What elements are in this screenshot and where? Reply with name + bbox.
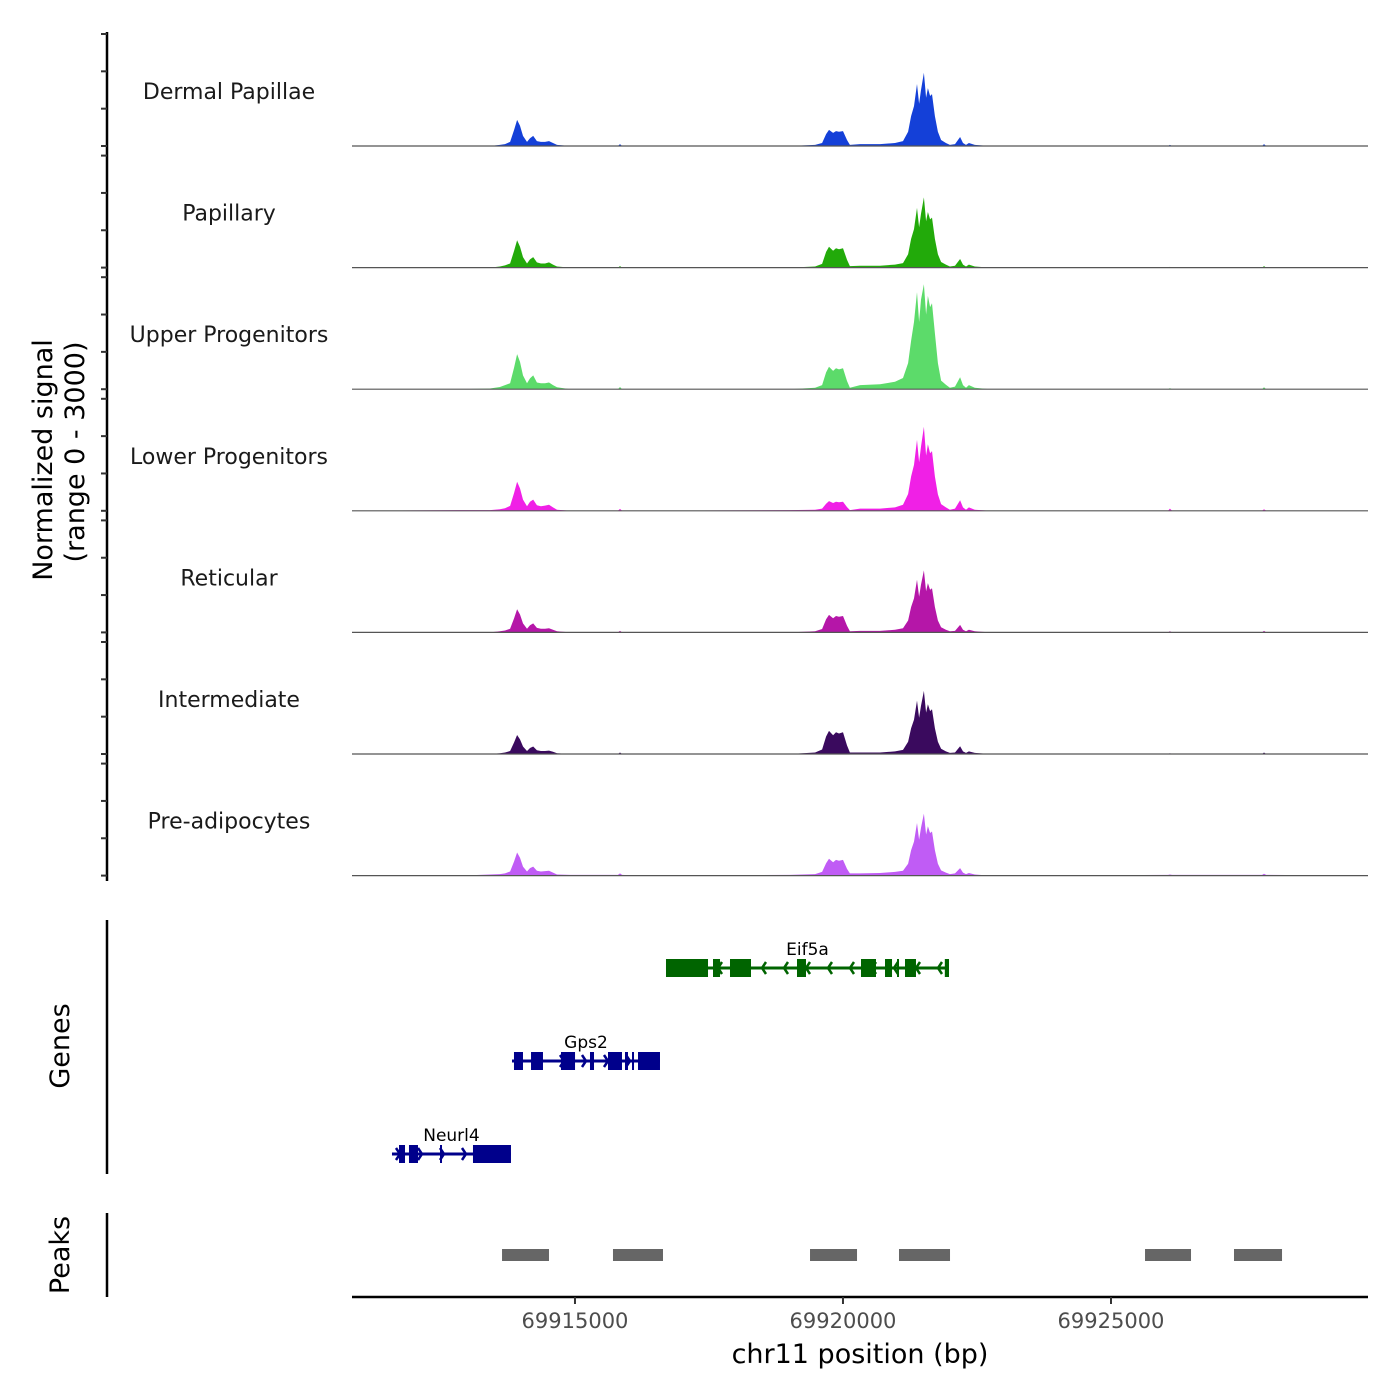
genes-panel-label: Genes	[45, 1003, 76, 1088]
track-label: Pre-adipocytes	[148, 810, 311, 835]
genes-panel: Eif5a Gps2 Neurl4	[391, 940, 950, 1163]
signal-area	[352, 426, 1368, 511]
gene-exon	[589, 1052, 595, 1070]
gene-exon	[472, 1145, 511, 1163]
gene-exon	[607, 1052, 622, 1070]
gene-label: Gps2	[564, 1033, 608, 1053]
peak-region	[1145, 1249, 1192, 1261]
gene-exon	[408, 1145, 418, 1163]
track-label: Lower Progenitors	[130, 445, 328, 470]
y-axis-title-line-2: (range 0 - 3000)	[60, 342, 91, 563]
track-label: Dermal Papillae	[143, 80, 315, 105]
signal-area	[352, 72, 1368, 146]
gene-exon	[897, 959, 900, 977]
strand-arrow-icon	[936, 961, 944, 975]
gene-exon	[904, 959, 916, 977]
gene-neurl4: Neurl4	[391, 1126, 511, 1163]
gene-exon	[713, 959, 721, 977]
track-intermediate: Intermediate	[158, 688, 1368, 755]
track-reticular: Reticular	[180, 566, 1368, 634]
strand-arrow-icon	[892, 961, 900, 975]
strand-arrow-icon	[460, 1147, 468, 1161]
peak-region	[810, 1249, 858, 1261]
strand-arrow-icon	[848, 961, 856, 975]
signal-area	[352, 197, 1368, 268]
signal-area	[352, 690, 1368, 754]
track-label: Papillary	[182, 202, 276, 227]
signal-tracks: Dermal Papillae Papillary Upper Progenitor…	[130, 72, 1368, 877]
track-label: Intermediate	[158, 688, 300, 713]
peak-region	[1233, 1249, 1283, 1261]
gene-exon	[399, 1145, 406, 1163]
track-papillary: Papillary	[182, 197, 1368, 269]
gene-exon	[638, 1052, 660, 1070]
x-axis-ticks: 69915000 69920000 69925000	[522, 1297, 1165, 1333]
gene-exon	[624, 1052, 628, 1070]
gene-eif5a: Eif5a	[665, 940, 950, 977]
strand-arrow-icon	[760, 961, 768, 975]
gene-exon	[440, 1145, 443, 1163]
peak-region	[612, 1249, 663, 1261]
x-tick-label: 69925000	[1058, 1309, 1165, 1333]
gene-label: Neurl4	[423, 1126, 479, 1146]
gene-exon	[796, 959, 806, 977]
peaks-panel	[502, 1249, 1283, 1261]
x-axis-title: chr11 position (bp)	[732, 1339, 989, 1370]
track-pre-adipocytes: Pre-adipocytes	[148, 810, 1368, 877]
y-axis-title-line-1: Normalized signal	[28, 339, 59, 581]
gene-exon	[513, 1052, 523, 1070]
y-axis-ticks	[101, 33, 107, 877]
gene-exon	[860, 959, 876, 977]
strand-arrow-icon	[416, 1147, 424, 1161]
gene-exon	[944, 959, 950, 977]
peak-region	[898, 1249, 951, 1261]
signal-area	[352, 284, 1368, 390]
gene-label: Eif5a	[786, 940, 829, 960]
signal-area	[352, 570, 1368, 633]
x-tick-label: 69920000	[790, 1309, 897, 1333]
gene-exon	[885, 959, 893, 977]
gene-exon	[632, 1052, 635, 1070]
gene-exon	[560, 1052, 576, 1070]
gene-exon	[665, 959, 709, 977]
gene-exon	[531, 1052, 543, 1070]
track-label: Reticular	[180, 566, 278, 591]
signal-area	[352, 813, 1368, 876]
x-tick-label: 69915000	[522, 1309, 629, 1333]
peaks-panel-label: Peaks	[45, 1216, 76, 1294]
peak-region	[502, 1249, 549, 1261]
gene-gps2: Gps2	[511, 1033, 660, 1070]
track-label: Upper Progenitors	[130, 323, 329, 348]
strand-arrow-icon	[782, 961, 790, 975]
strand-arrow-icon	[580, 1054, 588, 1068]
y-axis-title: Normalized signal (range 0 - 3000)	[28, 339, 91, 581]
strand-arrow-icon	[826, 961, 834, 975]
gene-exon	[729, 959, 752, 977]
track-lower-progenitors: Lower Progenitors	[130, 426, 1368, 512]
strand-arrow-icon	[914, 961, 922, 975]
track-dermal-papillae: Dermal Papillae	[143, 72, 1368, 147]
track-upper-progenitors: Upper Progenitors	[130, 284, 1368, 390]
